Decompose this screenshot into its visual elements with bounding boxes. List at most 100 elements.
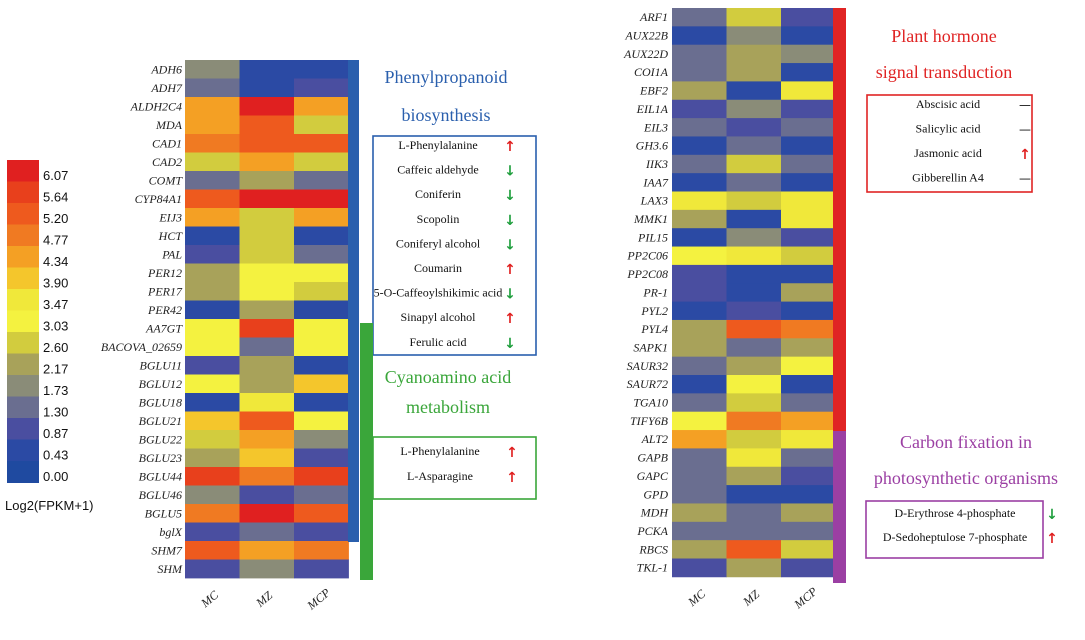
heatmap-cell — [781, 356, 836, 376]
heatmap-cell — [185, 504, 240, 523]
down-arrow-icon: ↓ — [504, 237, 516, 253]
down-arrow-icon: ↓ — [504, 336, 516, 352]
legend-tick-label: 2.60 — [43, 340, 68, 355]
heatmap-cell — [294, 541, 349, 560]
heatmap-cell — [672, 540, 727, 559]
heatmap-cell — [726, 448, 782, 468]
heatmap-cell — [726, 154, 782, 174]
down-arrow-icon: ↓ — [1046, 507, 1058, 523]
heatmap-cell — [781, 319, 836, 339]
heatmap-cell — [294, 78, 349, 98]
gene-label: IIK3 — [645, 157, 668, 171]
metabolite-name: Coniferyl alcohol — [396, 236, 481, 250]
heatmap-cell — [781, 301, 836, 321]
heatmap-cell — [239, 115, 295, 135]
color-legend: 6.07 5.64 5.20 4.77 4.34 3.90 3.47 3.03 2.60 2.17… — [5, 160, 94, 513]
heatmap-cell — [239, 374, 295, 394]
heatmap-cell — [239, 60, 295, 79]
heatmap-cell — [781, 209, 836, 229]
heatmap-cell — [239, 134, 295, 153]
gene-label: BGLU5 — [145, 506, 182, 520]
heatmap-cell — [185, 448, 240, 468]
gene-label: BGLU12 — [139, 377, 182, 391]
heatmap-cell — [672, 118, 727, 137]
heatmap-cell — [781, 173, 836, 192]
gene-label: CYP84A1 — [135, 192, 182, 206]
heatmap-cell — [781, 283, 836, 302]
heatmap-cell — [726, 540, 782, 559]
heatmap-cell — [294, 467, 349, 486]
pathway-title: photosynthetic organisms — [874, 468, 1058, 488]
heatmap-cell — [294, 337, 349, 357]
pathway-annotations: Phenylpropanoid biosynthesis L-Phenylalani… — [348, 8, 1058, 583]
heatmap-cell — [672, 375, 727, 394]
gene-label: PIL15 — [637, 230, 668, 244]
gene-label: bglX — [159, 525, 182, 539]
pathway-title: Cyanoamino acid — [385, 367, 511, 387]
heatmap-cell — [672, 338, 727, 358]
gene-label: BGLU11 — [140, 358, 182, 372]
heatmap-cell — [239, 430, 295, 449]
heatmap-cell — [781, 485, 836, 504]
down-arrow-icon: ↓ — [504, 213, 516, 229]
gene-label: TGA10 — [633, 396, 668, 410]
heatmap-cell — [185, 467, 240, 486]
heatmap-cell — [294, 208, 349, 227]
gene-label: GAPC — [637, 469, 669, 483]
gene-label: SAUR72 — [627, 377, 668, 391]
column-label: MC — [685, 586, 709, 610]
down-arrow-icon: ↓ — [504, 188, 516, 204]
heatmap-cell — [185, 226, 240, 246]
heatmap-cell — [185, 300, 240, 320]
heatmap-cell — [239, 226, 295, 246]
gene-label: COMT — [149, 173, 184, 187]
heatmap-cell — [672, 485, 727, 504]
gene-label: CAD1 — [152, 136, 182, 150]
heatmap-cell — [294, 522, 349, 542]
heatmap-cell — [672, 136, 727, 156]
gene-label: MDH — [640, 506, 670, 520]
pathway-title: biosynthesis — [401, 105, 490, 125]
gene-label: PYL4 — [640, 322, 668, 336]
metabolite-name: Ferulic acid — [410, 335, 467, 349]
gene-label: TKL-1 — [637, 561, 668, 575]
heatmap-cell — [239, 78, 295, 98]
heatmap-cell — [781, 375, 836, 394]
metabolite-box — [865, 500, 1044, 559]
heatmap-cell — [239, 448, 295, 468]
heatmap-cell — [239, 504, 295, 523]
heatmap-cell — [726, 173, 782, 192]
gene-label: RBCS — [638, 542, 668, 556]
heatmap-cell — [726, 503, 782, 523]
heatmap-cell — [294, 485, 349, 505]
metabolite-name: Caffeic aldehyde — [397, 163, 478, 177]
heatmap-cell — [781, 430, 836, 449]
heatmap-cell — [781, 411, 836, 431]
heatmap-cell — [294, 97, 349, 116]
up-arrow-icon: ↑ — [506, 445, 518, 461]
heatmap-cell — [239, 245, 295, 264]
heatmap-cell — [185, 411, 240, 431]
gene-label: COI1A — [634, 65, 669, 79]
heatmap-cell — [672, 393, 727, 413]
down-arrow-icon: ↓ — [504, 287, 516, 303]
heatmap-cell — [294, 374, 349, 394]
heatmap-left: ADH6 ADH7 ALDH2C4 MDA CAD1 CAD2 COMT CYP84A1 EIJ… — [101, 60, 349, 613]
heatmap-cell — [726, 375, 782, 394]
heatmap-cell — [239, 337, 295, 357]
heatmap-cell — [672, 448, 727, 468]
heatmap-cell — [781, 246, 836, 266]
heatmap-cell — [781, 136, 836, 156]
legend-swatch — [7, 375, 39, 397]
metabolite-name: Coumarin — [414, 261, 462, 275]
heatmap-cell — [185, 115, 240, 135]
heatmap-cell — [672, 44, 727, 64]
gene-label: LAX3 — [640, 194, 668, 208]
heatmap-cell — [185, 263, 240, 283]
heatmap-cell — [672, 356, 727, 376]
heatmap-cell — [672, 466, 727, 486]
heatmap-cell — [781, 63, 836, 82]
heatmap-cell — [781, 448, 836, 468]
heatmap-cell — [781, 81, 836, 101]
legend-swatch — [7, 396, 39, 419]
